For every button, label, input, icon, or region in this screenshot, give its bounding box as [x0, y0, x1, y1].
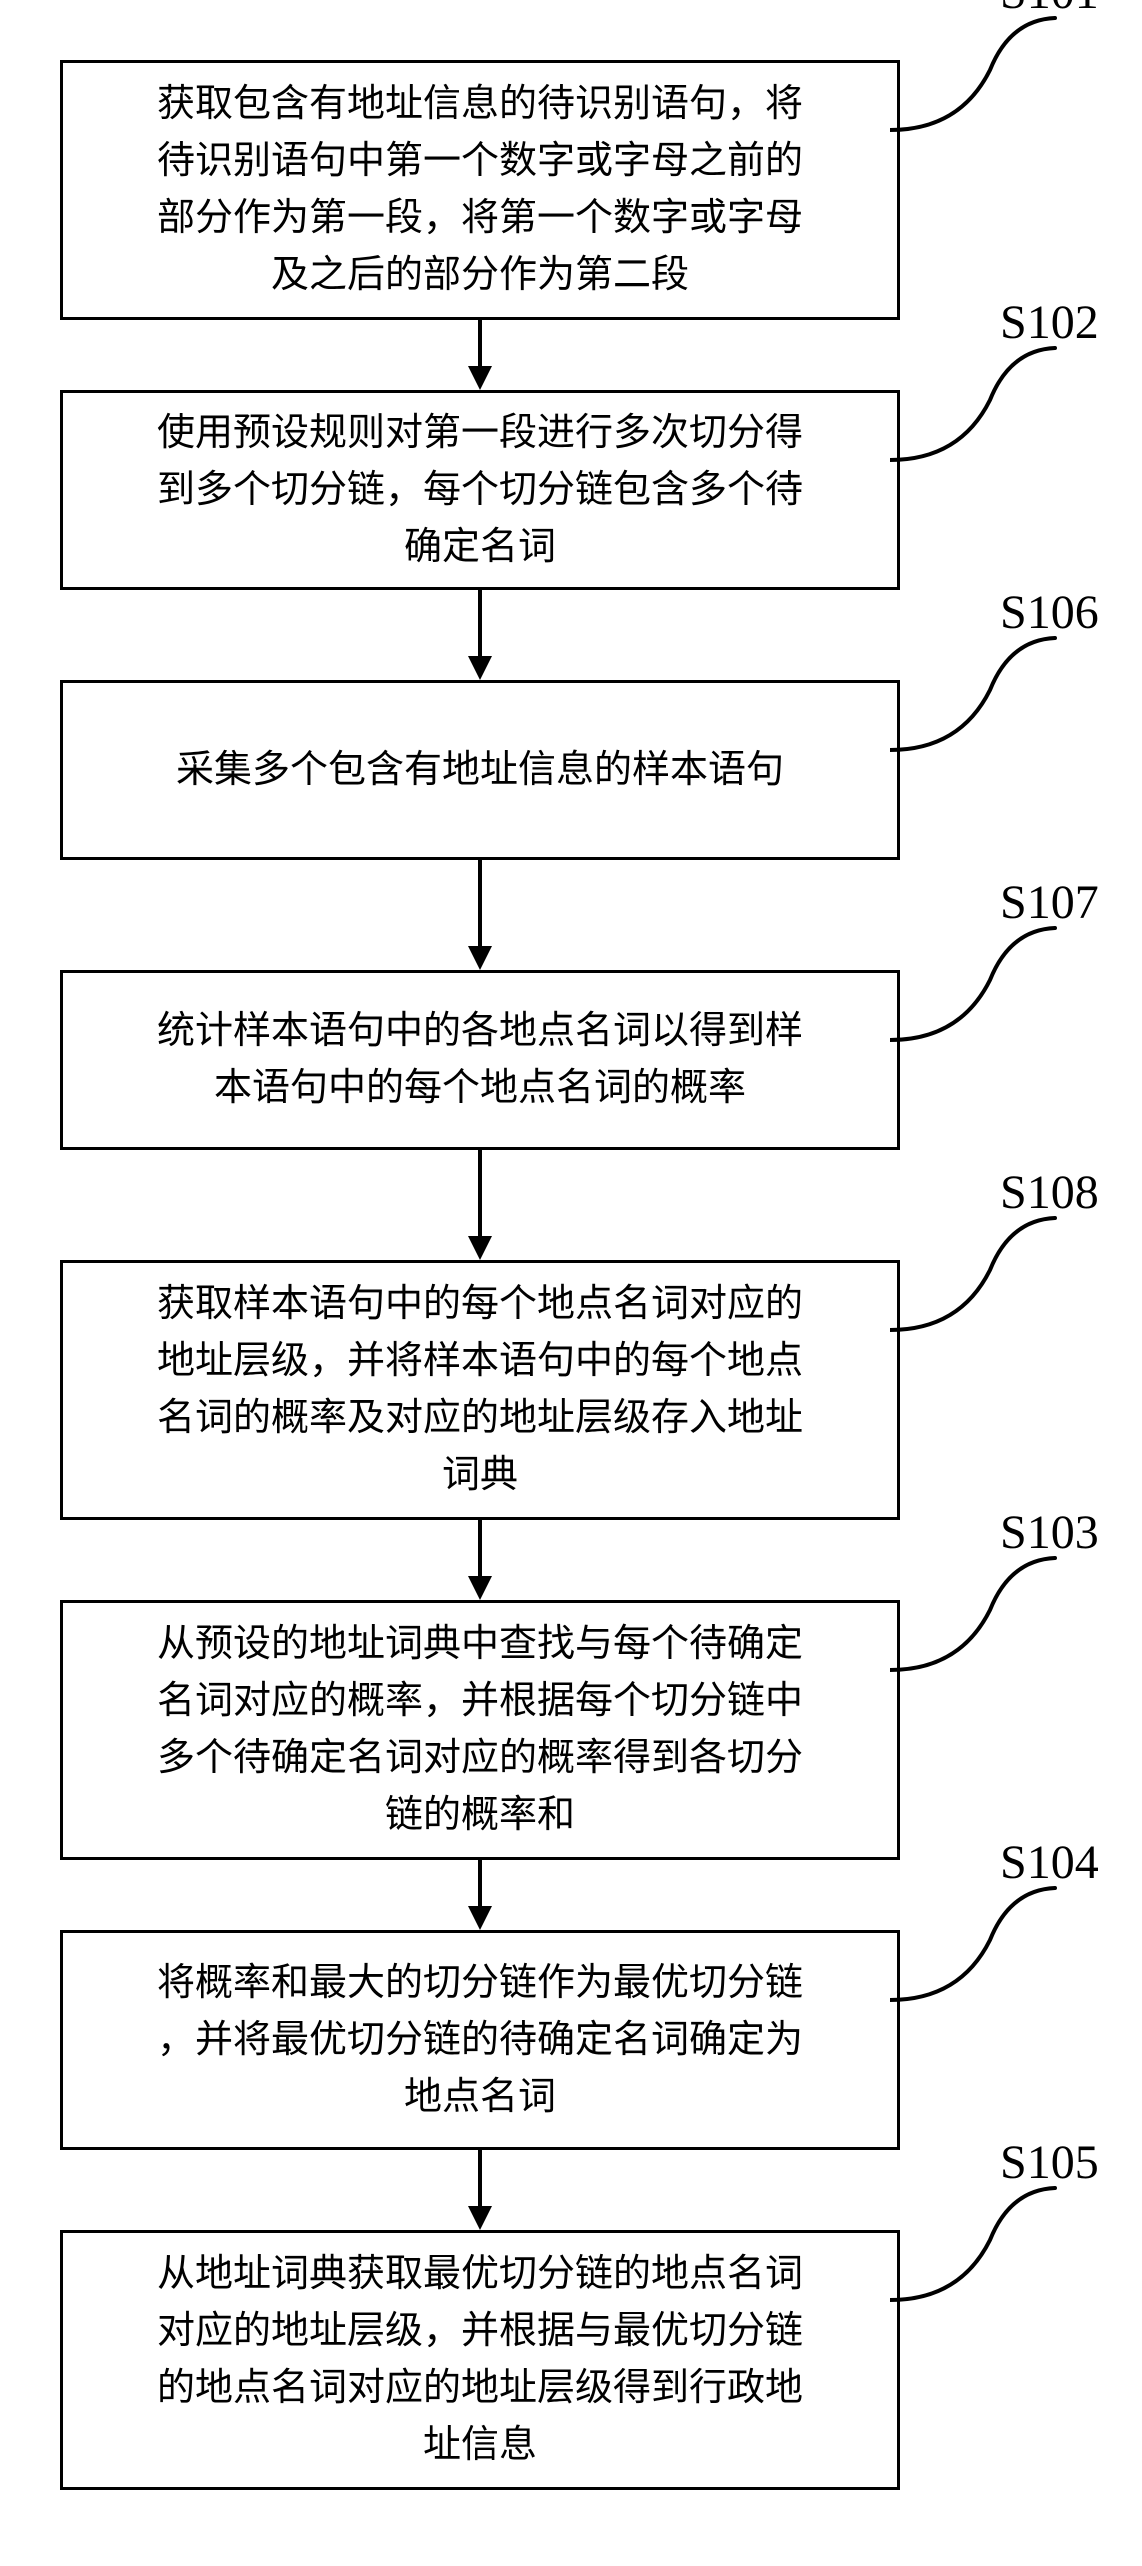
flow-step-s105: 从地址词典获取最优切分链的地点名词 对应的地址层级，并根据与最优切分链 的地点名…	[60, 2230, 900, 2490]
flow-step-s101: 获取包含有地址信息的待识别语句，将 待识别语句中第一个数字或字母之前的 部分作为…	[60, 60, 900, 320]
flow-step-text: 统计样本语句中的各地点名词以得到样 本语句中的每个地点名词的概率	[157, 1003, 803, 1117]
arrow-line	[478, 1860, 482, 1906]
leader-line	[890, 2180, 1060, 2315]
arrow-line	[478, 860, 482, 946]
arrow-head-icon	[468, 1906, 492, 1930]
step-label: S108	[1000, 1165, 1099, 1220]
arrow-line	[478, 2150, 482, 2206]
arrow-head-icon	[468, 1236, 492, 1260]
step-label: S102	[1000, 295, 1099, 350]
arrow-head-icon	[468, 946, 492, 970]
step-label: S101	[1000, 0, 1099, 20]
leader-line	[890, 1210, 1060, 1345]
arrow-line	[478, 590, 482, 656]
leader-line	[890, 1550, 1060, 1685]
flow-step-text: 从预设的地址词典中查找与每个待确定 名词对应的概率，并根据每个切分链中 多个待确…	[157, 1616, 803, 1844]
flow-step-text: 从地址词典获取最优切分链的地点名词 对应的地址层级，并根据与最优切分链 的地点名…	[157, 2246, 803, 2474]
arrow-head-icon	[468, 656, 492, 680]
leader-line	[890, 1880, 1060, 2015]
arrow-line	[478, 320, 482, 366]
leader-line	[890, 10, 1060, 145]
step-label: S106	[1000, 585, 1099, 640]
arrow-line	[478, 1520, 482, 1576]
flow-step-text: 采集多个包含有地址信息的样本语句	[176, 742, 784, 799]
flow-step-text: 获取样本语句中的每个地点名词对应的 地址层级，并将样本语句中的每个地点 名词的概…	[157, 1276, 803, 1504]
flow-step-s106: 采集多个包含有地址信息的样本语句	[60, 680, 900, 860]
flow-step-s107: 统计样本语句中的各地点名词以得到样 本语句中的每个地点名词的概率	[60, 970, 900, 1150]
flow-step-text: 获取包含有地址信息的待识别语句，将 待识别语句中第一个数字或字母之前的 部分作为…	[157, 76, 803, 304]
arrow-line	[478, 1150, 482, 1236]
flowchart-canvas: 获取包含有地址信息的待识别语句，将 待识别语句中第一个数字或字母之前的 部分作为…	[0, 0, 1142, 2566]
leader-line	[890, 340, 1060, 475]
arrow-head-icon	[468, 2206, 492, 2230]
arrow-head-icon	[468, 366, 492, 390]
step-label: S105	[1000, 2135, 1099, 2190]
arrow-head-icon	[468, 1576, 492, 1600]
flow-step-s102: 使用预设规则对第一段进行多次切分得 到多个切分链，每个切分链包含多个待 确定名词	[60, 390, 900, 590]
flow-step-text: 使用预设规则对第一段进行多次切分得 到多个切分链，每个切分链包含多个待 确定名词	[157, 405, 803, 576]
step-label: S103	[1000, 1505, 1099, 1560]
flow-step-s103: 从预设的地址词典中查找与每个待确定 名词对应的概率，并根据每个切分链中 多个待确…	[60, 1600, 900, 1860]
flow-step-text: 将概率和最大的切分链作为最优切分链 ，并将最优切分链的待确定名词确定为 地点名词	[157, 1955, 803, 2126]
step-label: S107	[1000, 875, 1099, 930]
flow-step-s104: 将概率和最大的切分链作为最优切分链 ，并将最优切分链的待确定名词确定为 地点名词	[60, 1930, 900, 2150]
step-label: S104	[1000, 1835, 1099, 1890]
leader-line	[890, 630, 1060, 765]
flow-step-s108: 获取样本语句中的每个地点名词对应的 地址层级，并将样本语句中的每个地点 名词的概…	[60, 1260, 900, 1520]
leader-line	[890, 920, 1060, 1055]
